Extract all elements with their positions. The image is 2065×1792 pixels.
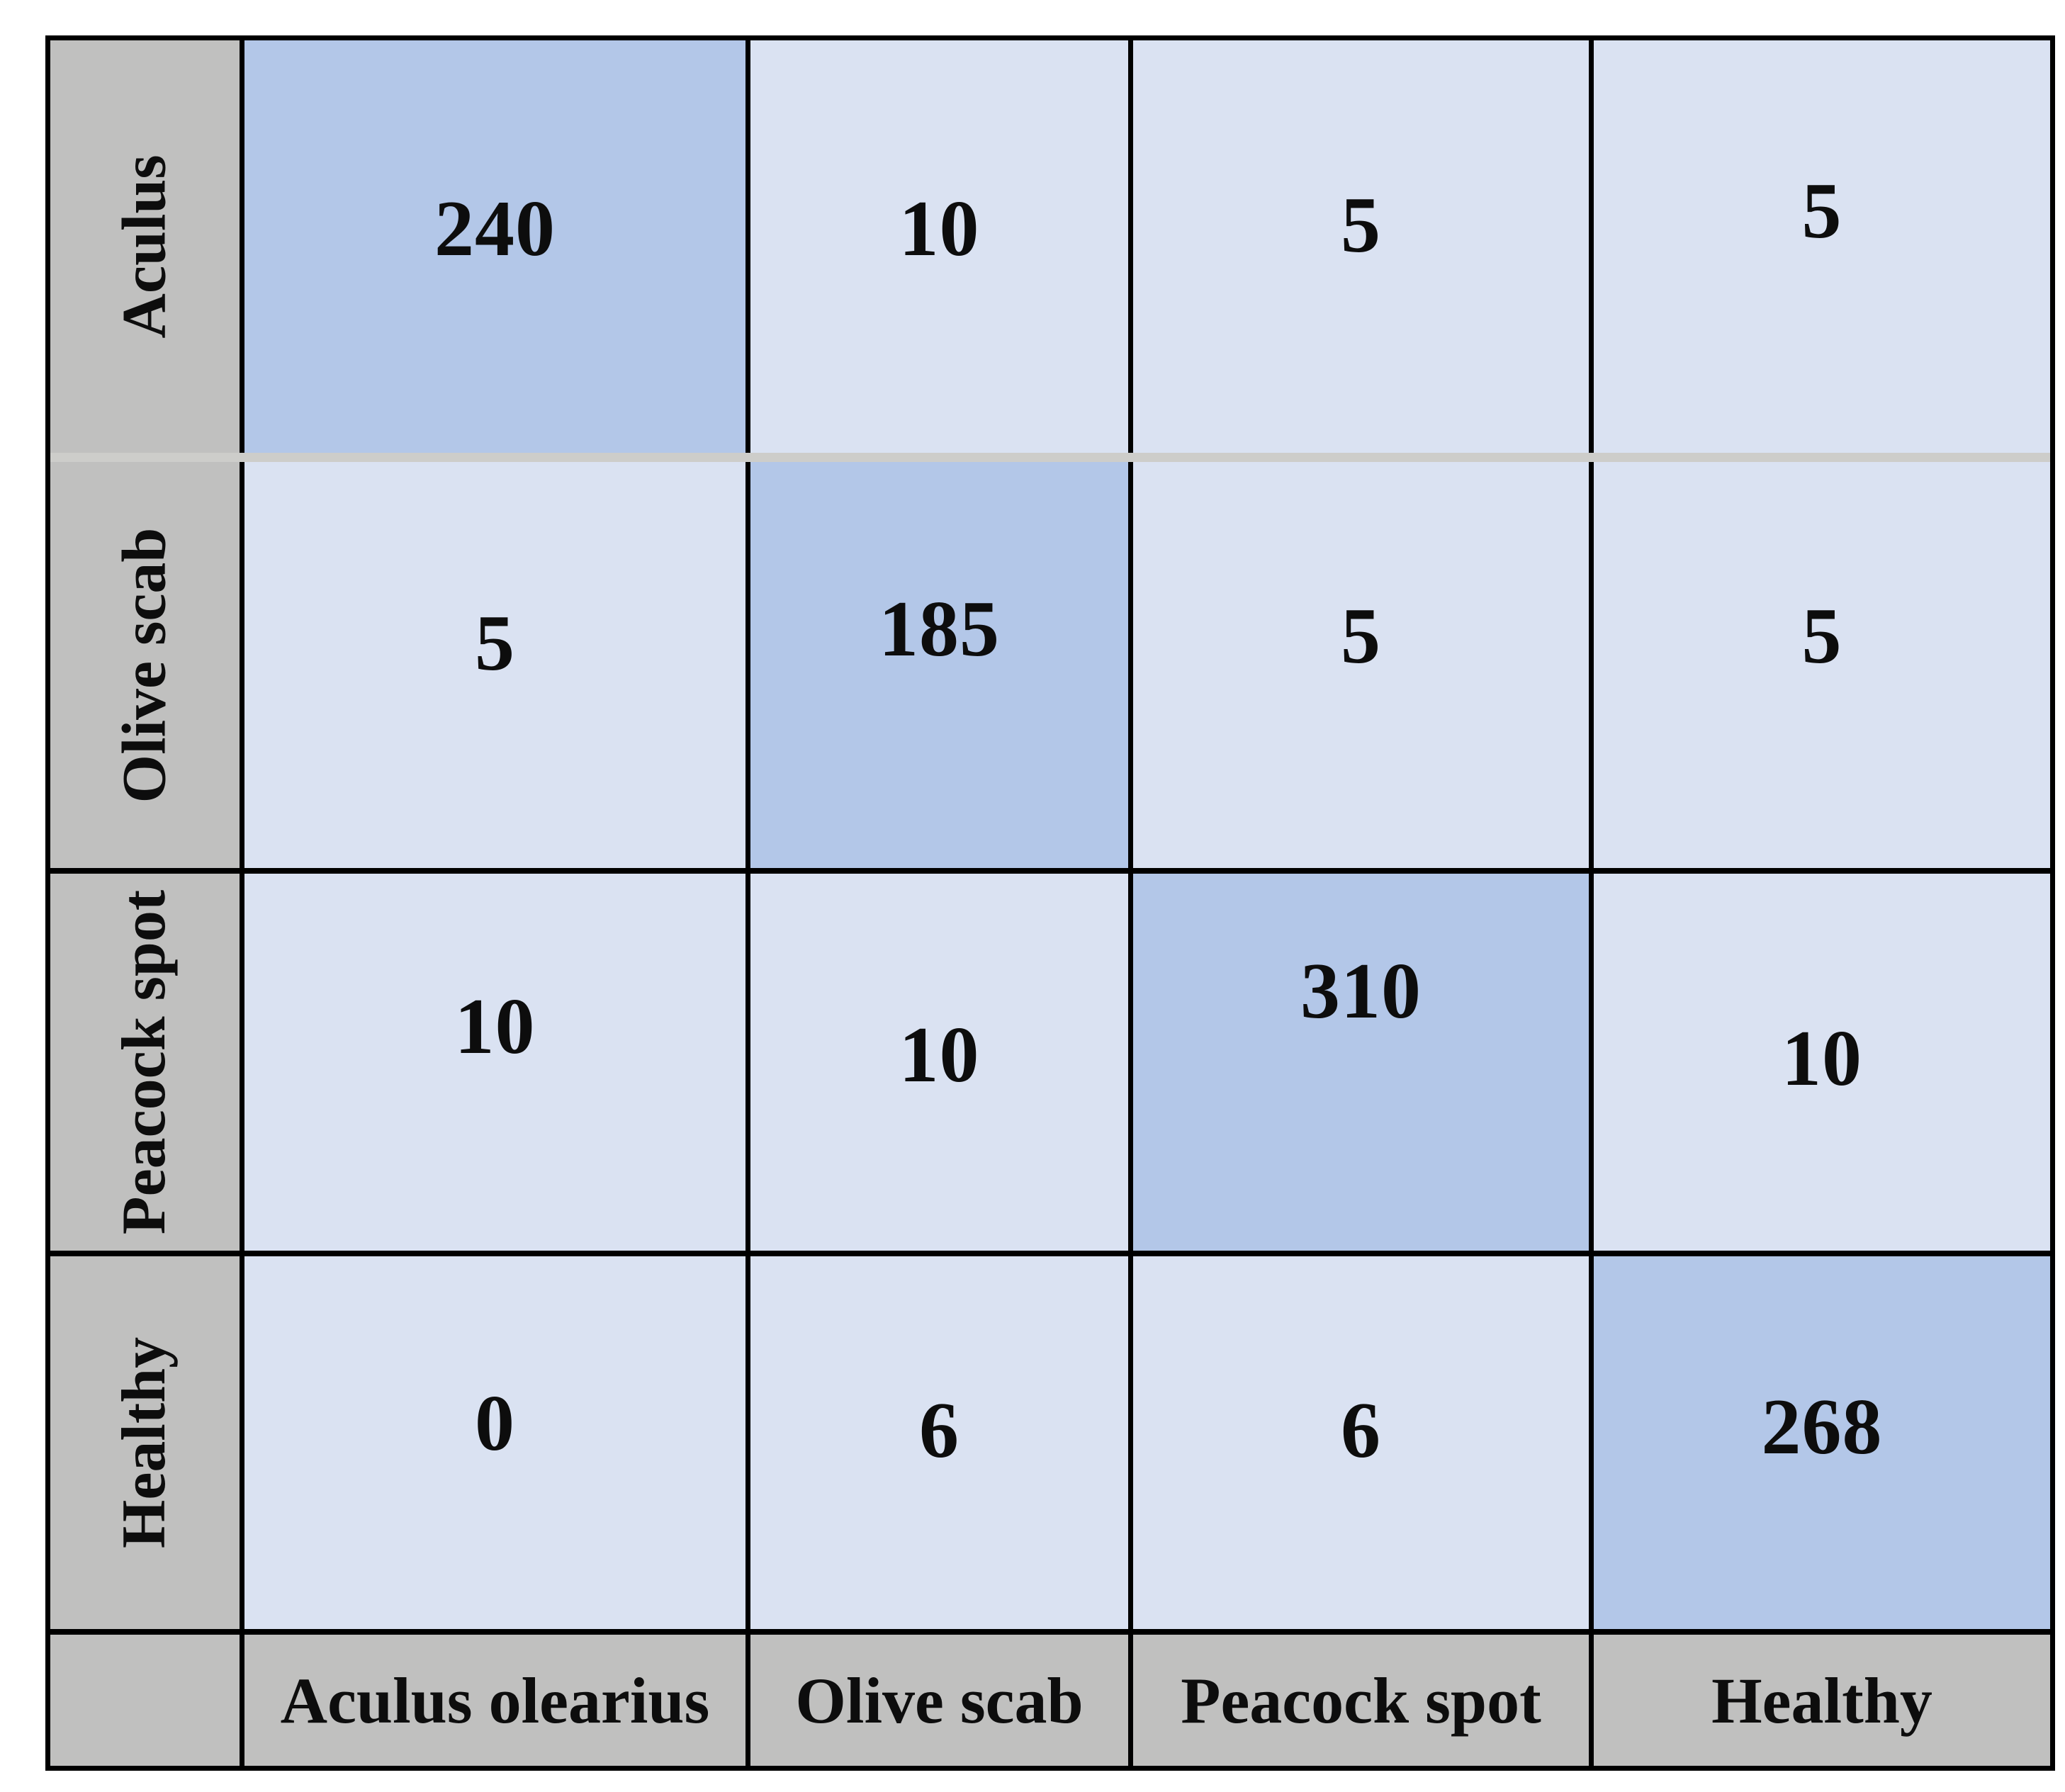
- cell-r2c4-value: 5: [1801, 592, 1842, 680]
- cell-r1c3-value: 5: [1341, 181, 1381, 269]
- row-header-aculus-label: Aculus: [110, 154, 179, 339]
- cell-r3c1-value: 10: [454, 983, 536, 1071]
- row-header-healthy-label: Healthy: [110, 1336, 179, 1549]
- row-header-olive-scab: Olive scab: [50, 462, 244, 874]
- cell-r2c3: 5: [1133, 462, 1594, 874]
- cell-r3c4-value: 10: [1782, 1015, 1862, 1103]
- col-header-aculus-olearius: Aculus olearius: [244, 1635, 750, 1766]
- row-header-peacock-spot: Peacock spot: [50, 874, 244, 1256]
- cell-r3c4: 10: [1594, 874, 2050, 1256]
- cell-r1c4: 5: [1594, 40, 2050, 453]
- cell-r1c1: 240: [244, 40, 750, 453]
- cell-r1c3: 5: [1133, 40, 1594, 453]
- cell-r1c2-value: 10: [899, 185, 980, 273]
- cell-r4c3-value: 6: [1341, 1387, 1381, 1475]
- col-header-healthy-label: Healthy: [1711, 1664, 1932, 1737]
- cell-r3c1: 10: [244, 874, 750, 1256]
- cell-r3c3: 310: [1133, 874, 1594, 1256]
- cell-r2c2: 185: [750, 462, 1133, 874]
- cell-r3c3-value: 310: [1300, 947, 1422, 1035]
- col-header-aculus-olearius-label: Aculus olearius: [280, 1664, 710, 1737]
- col-header-olive-scab-label: Olive scab: [795, 1664, 1084, 1737]
- cell-r2c4: 5: [1594, 462, 2050, 874]
- cell-r4c2: 6: [750, 1256, 1133, 1635]
- cell-r2c1-value: 5: [475, 599, 515, 687]
- cell-r2c2-value: 185: [879, 585, 1000, 673]
- col-header-healthy: Healthy: [1594, 1635, 2050, 1766]
- corner-cell: [50, 1635, 244, 1766]
- cell-r4c1-value: 0: [475, 1380, 515, 1467]
- cell-r3c2-value: 10: [899, 1011, 980, 1099]
- col-header-peacock-spot: Peacock spot: [1133, 1635, 1594, 1766]
- row-header-aculus: Aculus: [50, 40, 244, 453]
- cell-r2c3-value: 5: [1341, 592, 1381, 680]
- cell-r4c1: 0: [244, 1256, 750, 1635]
- cell-r1c1-value: 240: [434, 185, 556, 273]
- cell-r2c1: 5: [244, 462, 750, 874]
- row-header-peacock-spot-label: Peacock spot: [110, 889, 179, 1235]
- cell-r3c2: 10: [750, 874, 1133, 1256]
- row-separator-band: [50, 453, 2050, 462]
- row-header-healthy: Healthy: [50, 1256, 244, 1635]
- cell-r4c2-value: 6: [919, 1387, 960, 1475]
- confusion-matrix-table: Aculus 240 10 5 5 Olive scab 5 185 5 5 P…: [45, 35, 2055, 1771]
- cell-r4c4-value: 268: [1761, 1383, 1883, 1471]
- row-header-olive-scab-label: Olive scab: [110, 527, 179, 803]
- cell-r4c4: 268: [1594, 1256, 2050, 1635]
- col-header-olive-scab: Olive scab: [750, 1635, 1133, 1766]
- col-header-peacock-spot-label: Peacock spot: [1181, 1664, 1541, 1737]
- cell-r1c4-value: 5: [1801, 167, 1842, 255]
- cell-r4c3: 6: [1133, 1256, 1594, 1635]
- cell-r1c2: 10: [750, 40, 1133, 453]
